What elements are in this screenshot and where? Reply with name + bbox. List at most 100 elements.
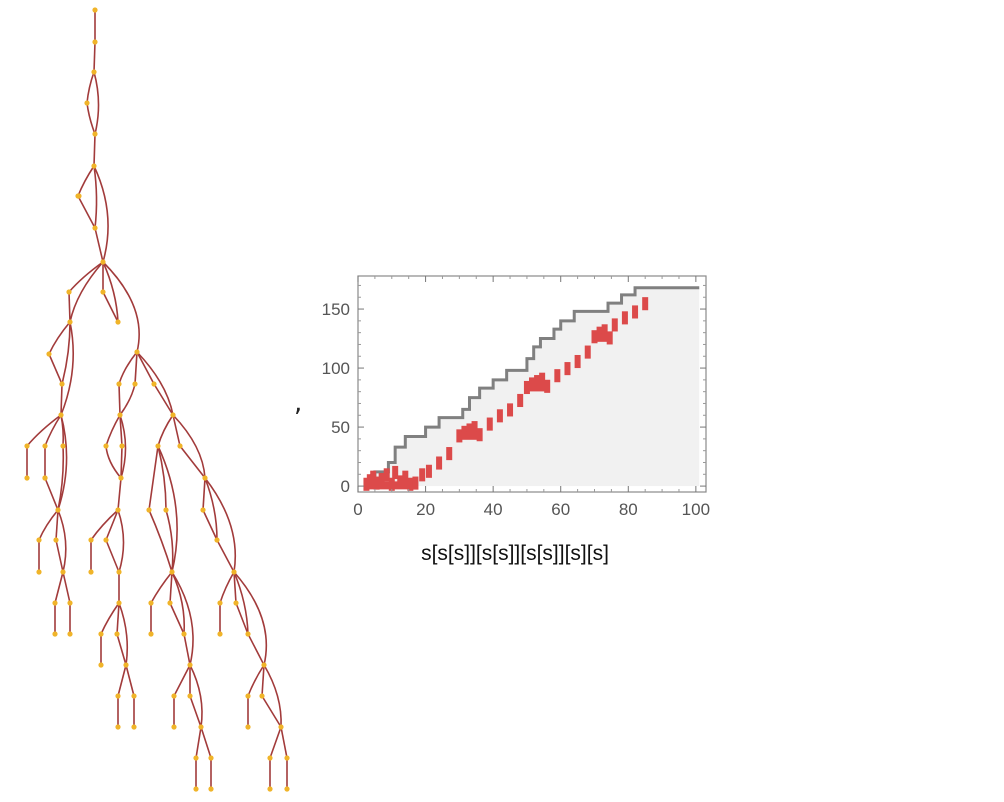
tree-edge (202, 509, 218, 541)
tree-edge (102, 291, 119, 323)
red-cluster-base (459, 431, 480, 440)
red-mark (471, 421, 478, 435)
tree-node (88, 569, 94, 575)
tree-edge (94, 227, 104, 263)
tree-node (231, 569, 237, 575)
tree-edge (93, 165, 98, 229)
x-tick-label: 100 (682, 500, 710, 519)
tree-node (187, 662, 193, 668)
red-mark (611, 318, 618, 332)
tree-edge (102, 261, 140, 353)
envelope-step-line (364, 286, 700, 488)
tree-node (181, 631, 187, 637)
tree-edge (150, 571, 173, 604)
tree-node (155, 443, 161, 449)
tree-edge (269, 726, 282, 759)
tree-node (171, 724, 177, 730)
tree-node (59, 381, 65, 387)
tree-edge (136, 351, 174, 416)
tree-node (198, 724, 204, 730)
tree-node (60, 443, 66, 449)
tree-node (217, 631, 223, 637)
tree-edge (247, 633, 265, 666)
red-mark (596, 326, 603, 340)
tree-edge (148, 509, 173, 573)
tree-edge (26, 414, 62, 447)
red-mark (584, 345, 591, 359)
tree-node (148, 631, 154, 637)
tree-edge (183, 633, 191, 666)
red-mark (419, 468, 426, 482)
tree-node (58, 412, 64, 418)
tree-edge (90, 509, 119, 541)
tree-edge (68, 261, 104, 293)
tree-node (208, 786, 214, 792)
tree-node (177, 443, 183, 449)
tree-node (67, 631, 73, 637)
tree-node (91, 69, 97, 75)
tree-node (115, 724, 121, 730)
tree-node (114, 631, 120, 637)
tree-edge (172, 414, 206, 479)
tree-edge (86, 71, 95, 104)
tree-node (36, 537, 42, 543)
tree-edge (157, 445, 178, 573)
y-tick-label: 50 (331, 418, 350, 437)
tree-edge (148, 445, 159, 511)
tree-node (171, 693, 177, 699)
tree-node (284, 786, 290, 792)
tree-node (278, 724, 284, 730)
tree-node (52, 631, 58, 637)
tree-node (92, 225, 98, 231)
tree-node (118, 475, 124, 481)
tree-edge (125, 664, 135, 697)
tree-edge (116, 633, 127, 666)
tree-node (116, 600, 122, 606)
tree-node (169, 569, 175, 575)
tree-node (52, 600, 58, 606)
tree-edge (60, 321, 74, 416)
tree-node (267, 786, 273, 792)
red-cluster-base (594, 333, 609, 342)
tree-edge (171, 571, 186, 635)
tree-node (24, 443, 30, 449)
y-tick-label: 150 (322, 300, 350, 319)
tree-node (103, 537, 109, 543)
tree-edge (157, 414, 174, 447)
tree-node (119, 443, 125, 449)
tree-edge (54, 571, 64, 604)
tree-edge (153, 383, 174, 416)
y-tick-label: 0 (341, 477, 350, 496)
tree-edge (189, 664, 203, 728)
tree-edge (117, 664, 127, 697)
tree-edge (119, 414, 127, 479)
red-cluster-base (364, 481, 413, 490)
tree-node (91, 163, 97, 169)
tree-node (42, 475, 48, 481)
tree-edge (195, 726, 202, 759)
tree-node (146, 507, 152, 513)
x-tick-label: 40 (484, 500, 503, 519)
tree-node (67, 600, 73, 606)
red-mark (574, 354, 581, 369)
tree-node (187, 693, 193, 699)
tree-edge (117, 477, 122, 511)
tree-node (116, 569, 122, 575)
tree-node (92, 7, 98, 13)
tree-node (170, 412, 176, 418)
red-mark (412, 476, 419, 490)
tree-node (267, 755, 273, 761)
red-mark (466, 423, 473, 437)
tree-node (84, 100, 90, 106)
tree-edge (93, 71, 100, 135)
red-mark (534, 375, 541, 389)
red-mark (632, 305, 639, 319)
red-mark (425, 464, 432, 478)
tree-node (98, 662, 104, 668)
tree-edge (179, 445, 206, 479)
red-mark (366, 474, 373, 488)
tree-node (100, 289, 106, 295)
tree-node (76, 193, 82, 199)
tree-edge (93, 165, 109, 263)
